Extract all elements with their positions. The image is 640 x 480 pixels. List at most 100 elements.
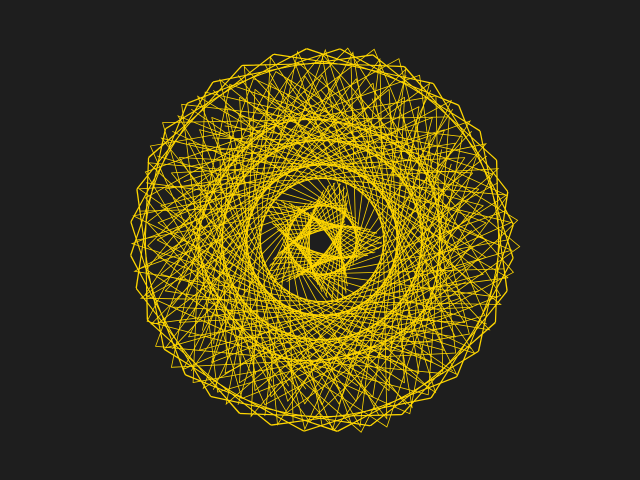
chord-line (164, 82, 374, 292)
diagonal-line (307, 239, 508, 278)
chord-line (303, 90, 451, 222)
chord-line (388, 89, 405, 384)
chord-line (191, 125, 384, 167)
center-star-line (274, 184, 330, 282)
chord-line (171, 109, 327, 233)
center-star-line (269, 187, 346, 267)
chord-line (238, 115, 429, 166)
chord-line (389, 163, 452, 351)
diagonal-line (287, 219, 294, 423)
center-star-line (302, 209, 359, 258)
chord-line (198, 198, 273, 382)
chord-line (174, 112, 297, 268)
diagonal-line (157, 155, 353, 214)
center-star-line (274, 201, 382, 245)
chord-line (201, 287, 375, 381)
diagonal-line (313, 210, 505, 280)
diagonal-line (284, 225, 323, 426)
chord-line (199, 129, 306, 405)
center-star-line (309, 225, 349, 272)
chord-line (403, 113, 433, 309)
center-star-line (303, 210, 314, 274)
string-art-lines (130, 47, 521, 433)
chord-line (215, 314, 406, 365)
center-star-line (268, 215, 345, 298)
chord-line (269, 99, 443, 193)
diagonal-line (301, 268, 505, 275)
chord-line (191, 243, 324, 391)
diagonal-line (337, 108, 454, 277)
center-star-line (268, 210, 378, 234)
diagonal-line (325, 155, 488, 281)
chord-line (247, 328, 444, 347)
center-star-line (316, 215, 346, 284)
chord-line (270, 188, 480, 398)
rim-frame-line (407, 126, 509, 395)
chord-line (211, 117, 289, 402)
chord-line (160, 88, 390, 275)
chord-line (178, 75, 340, 323)
outer-star-line (144, 47, 521, 433)
outer-star-line (130, 48, 513, 431)
diagonal-line (292, 57, 362, 249)
chord-line (417, 124, 425, 321)
diagonal-line (190, 203, 307, 372)
diagonal-line (288, 261, 472, 350)
diagonal-line (172, 201, 313, 349)
chord-line (192, 228, 307, 390)
diagonal-line (319, 182, 499, 281)
diagonal-line (331, 131, 472, 279)
chord-line (355, 78, 433, 363)
chord-line (219, 159, 227, 356)
diagonal-line (139, 200, 331, 270)
chord-line (362, 195, 466, 364)
chord-line (193, 258, 341, 390)
chord-line (211, 171, 241, 367)
chord-line (320, 89, 453, 237)
chord-line (288, 281, 467, 366)
rim-frame-line (319, 209, 508, 417)
center-star-line (267, 183, 342, 274)
rim-frame-line (379, 151, 514, 408)
chord-line (402, 149, 442, 343)
center-star-line (283, 210, 347, 249)
chord-line (333, 229, 472, 370)
chord-line (194, 213, 289, 387)
diagonal-line (213, 90, 361, 231)
chord-line (337, 90, 452, 252)
chord-line (254, 205, 484, 392)
chord-line (157, 256, 433, 363)
chord-line (224, 125, 420, 154)
chord-line (304, 157, 466, 405)
chord-line (164, 290, 456, 338)
diagonal-line (139, 205, 343, 212)
diagonal-line (350, 57, 357, 261)
center-star-line (270, 204, 334, 302)
center-star-line (278, 236, 381, 283)
diagonal-line (190, 108, 359, 225)
chord-line (387, 105, 441, 296)
diagonal-line (156, 199, 319, 325)
chord-line (347, 212, 470, 368)
chord-line (253, 106, 437, 179)
chord-line (224, 326, 420, 355)
diagonal-line (296, 270, 498, 298)
diagonal-line (136, 202, 337, 241)
chord-line (172, 110, 311, 251)
center-star-line (337, 186, 345, 302)
chord-line (211, 117, 487, 224)
chord-line (157, 222, 405, 384)
chord-line (202, 137, 242, 331)
diagonal-line (281, 243, 407, 406)
chord-line (239, 222, 487, 384)
diagonal-line (145, 199, 325, 298)
diagonal-line (146, 182, 348, 210)
chord-line (371, 98, 446, 282)
chord-line (173, 111, 342, 216)
chord-line (207, 301, 391, 374)
diagonal-line (321, 54, 360, 255)
chord-line (203, 184, 257, 375)
diagonal-line (237, 209, 296, 405)
chord-line (302, 264, 471, 369)
